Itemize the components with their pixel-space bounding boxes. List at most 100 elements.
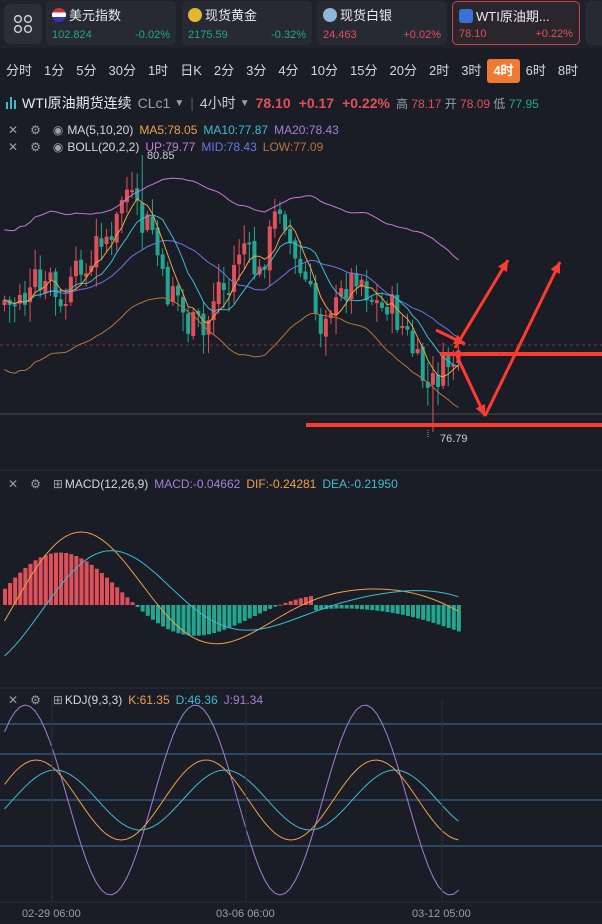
- candle-body: [221, 283, 226, 291]
- macd-histogram-bar: [94, 568, 99, 605]
- macd-histogram-bar: [242, 605, 247, 621]
- timeframe-3[interactable]: 30分: [108, 63, 136, 78]
- timeframe-10[interactable]: 15分: [350, 63, 378, 78]
- ticker-name: 美元指数: [69, 8, 122, 23]
- gold-icon: [188, 7, 202, 22]
- macd-histogram-bar: [3, 588, 7, 605]
- candle-body: [155, 227, 160, 256]
- divider: |: [190, 95, 194, 111]
- dif-value: DIF:-0.24281: [246, 477, 317, 491]
- macd-histogram-bar: [161, 605, 166, 627]
- ticker-change: +0.02%: [403, 29, 441, 41]
- candle-body: [48, 272, 53, 280]
- period-label[interactable]: 4小时: [199, 95, 236, 111]
- candle-body: [94, 236, 99, 268]
- candle-body: [201, 313, 206, 336]
- candle-body: [175, 285, 180, 296]
- macd-histogram-bar: [28, 563, 33, 605]
- candle-body: [410, 330, 415, 354]
- macd-histogram-bar: [411, 605, 415, 618]
- macd-histogram-bar: [171, 605, 176, 632]
- close-icon[interactable]: ✕: [8, 477, 19, 491]
- annotation-arrow-4: [483, 261, 562, 417]
- candle-body: [354, 273, 359, 287]
- candle-body: [33, 269, 38, 288]
- ma10-value: MA10:77.87: [203, 123, 269, 137]
- expand-icon[interactable]: ⊞: [52, 477, 63, 491]
- expand-icon[interactable]: ⊞: [52, 693, 63, 707]
- ma20-line: [4, 240, 459, 339]
- macd-histogram-bar: [298, 598, 303, 605]
- macd-histogram-bar: [283, 602, 288, 605]
- macd-histogram-bar: [201, 605, 206, 636]
- boll-lower-line: [4, 297, 459, 408]
- ticker-next-partial[interactable]: [586, 1, 602, 45]
- macd-histogram-bar: [441, 605, 446, 627]
- timeframe-0[interactable]: 分时: [6, 63, 33, 78]
- timeframe-6[interactable]: 2分: [213, 63, 235, 78]
- timeframe-12[interactable]: 2时: [428, 63, 450, 78]
- gear-icon[interactable]: ⚙: [30, 477, 41, 491]
- ma5-value: MA5:78.05: [139, 123, 198, 137]
- gear-icon[interactable]: ⚙: [30, 123, 41, 137]
- candle-body: [252, 240, 257, 275]
- ticker-spot-gold[interactable]: 现货黄金 2175.59 -0.32%: [182, 1, 312, 45]
- timeframe-14[interactable]: 4时: [487, 59, 520, 83]
- candle-body: [211, 301, 216, 321]
- dea-line: [4, 550, 459, 657]
- timeframe-16[interactable]: 8时: [557, 63, 579, 78]
- macd-histogram-bar: [130, 602, 135, 605]
- candle-body: [79, 259, 84, 275]
- macd-histogram-bar: [125, 597, 130, 605]
- ticker-spot-silver[interactable]: 现货白银 24.463 +0.02%: [317, 1, 447, 45]
- timeframe-2[interactable]: 5分: [76, 63, 97, 78]
- timeframe-4[interactable]: 1时: [147, 63, 169, 78]
- macd-histogram-bar: [99, 573, 104, 605]
- timeframe-5[interactable]: 日K: [180, 63, 202, 78]
- candle-body: [272, 211, 277, 229]
- candle-body: [400, 325, 405, 328]
- close-icon[interactable]: ✕: [8, 123, 19, 137]
- timeframe-15[interactable]: 6时: [525, 63, 546, 78]
- gear-icon[interactable]: ⚙: [30, 693, 41, 707]
- close-icon[interactable]: ✕: [8, 693, 19, 707]
- eye-icon[interactable]: ◉: [52, 123, 64, 137]
- boll-upper-line: [4, 177, 459, 261]
- grid-menu-button[interactable]: [4, 4, 42, 44]
- candle-body: [206, 320, 211, 335]
- close-icon[interactable]: ✕: [8, 140, 19, 154]
- candle-body: [73, 260, 78, 277]
- gear-icon[interactable]: ⚙: [30, 140, 41, 154]
- eye-icon[interactable]: ◉: [52, 140, 64, 154]
- timeframe-8[interactable]: 4分: [278, 63, 299, 78]
- macd-histogram-bar: [344, 605, 349, 609]
- caret-down-icon[interactable]: ▼: [174, 97, 185, 109]
- macd-histogram-bar: [390, 605, 395, 613]
- timeframe-13[interactable]: 3时: [461, 63, 482, 78]
- timeframe-7[interactable]: 3分: [246, 63, 267, 78]
- macd-histogram-bar: [426, 605, 431, 622]
- macd-histogram-bar: [13, 577, 18, 605]
- timeframe-11[interactable]: 20分: [389, 63, 417, 78]
- candle-body: [374, 300, 379, 304]
- timeframe-1[interactable]: 1分: [44, 63, 65, 78]
- candle-body: [344, 288, 349, 299]
- ohlc-readout: 高 78.17 开 78.09 低 77.95: [396, 95, 539, 112]
- ticker-wti-crude[interactable]: WTI原油期... 78.10 +0.22%: [452, 1, 580, 45]
- candle-body: [130, 190, 135, 193]
- candle-body: [196, 310, 201, 315]
- candle-body: [226, 292, 231, 295]
- macd-histogram-bar: [456, 605, 461, 632]
- macd-histogram-bar: [145, 605, 150, 616]
- instrument-name: WTI原油期货连续: [22, 95, 132, 111]
- ticker-usd-index[interactable]: 美元指数 102.824 -0.02%: [46, 1, 176, 45]
- macd-histogram-bar: [181, 605, 186, 635]
- candle-body: [334, 297, 339, 315]
- timeframe-9[interactable]: 10分: [310, 63, 339, 78]
- candle-body: [364, 281, 369, 301]
- ticker-price: 102.824: [52, 29, 92, 41]
- caret-down-icon[interactable]: ▼: [239, 97, 250, 109]
- candle-body: [237, 254, 242, 265]
- instrument-code[interactable]: CLc1: [137, 95, 171, 111]
